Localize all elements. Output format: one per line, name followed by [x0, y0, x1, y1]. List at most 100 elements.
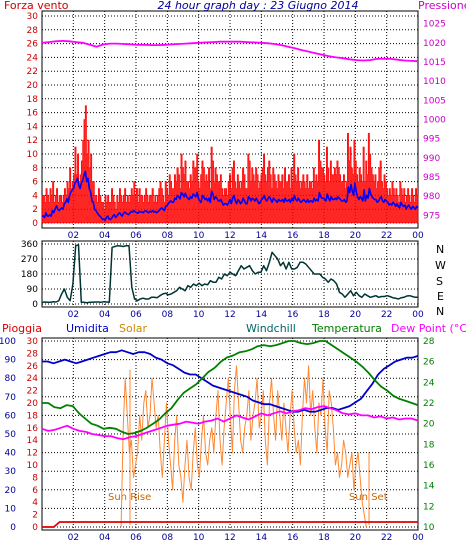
humidity-series — [42, 349, 419, 413]
wx-x-tick-02: 02 — [68, 533, 79, 543]
dir-x-tick-08: 08 — [162, 310, 174, 320]
rain-ytick-20: 20 — [27, 399, 39, 409]
dir-x-tick-18: 18 — [318, 310, 330, 320]
temp-ytick-28: 28 — [423, 337, 435, 347]
wx-x-tick-12: 12 — [224, 533, 235, 543]
wind-x-tick-06: 06 — [130, 231, 142, 241]
dir-ytick-270: 270 — [21, 255, 38, 265]
humidity-ytick-90: 90 — [5, 356, 17, 366]
pressure-ytick-995: 995 — [423, 135, 440, 145]
wx-x-tick-22: 22 — [381, 533, 392, 543]
rain-ytick-2: 2 — [32, 511, 38, 521]
wind-ytick-4: 4 — [32, 191, 38, 201]
wind-ytick-18: 18 — [27, 95, 39, 105]
pressure-ytick-985: 985 — [423, 173, 440, 183]
rain-ytick-18: 18 — [27, 411, 39, 421]
temperature-label: Temperatura — [311, 322, 382, 335]
humidity-ytick-40: 40 — [5, 449, 17, 459]
rain-ytick-16: 16 — [27, 424, 39, 434]
humidity-ytick-20: 20 — [5, 486, 17, 496]
wind-x-tick-08: 08 — [162, 231, 174, 241]
wind-ytick-10: 10 — [27, 150, 39, 160]
wind-ytick-6: 6 — [32, 178, 38, 188]
direction-letter-n-top: N — [436, 243, 444, 256]
dir-x-tick-10: 10 — [193, 310, 205, 320]
pressure-ytick-980: 980 — [423, 192, 440, 202]
humidity-ytick-10: 10 — [5, 504, 17, 514]
sunset-label: Sun Set — [349, 492, 388, 503]
temperature-series — [42, 340, 419, 435]
temp-ytick-12: 12 — [423, 502, 434, 512]
wind-x-tick-12: 12 — [224, 231, 235, 241]
rain-ytick-10: 10 — [27, 461, 39, 471]
wx-x-tick-14: 14 — [256, 533, 268, 543]
solar-series — [120, 365, 367, 528]
direction-letter-w: W — [435, 259, 446, 272]
wind-ytick-22: 22 — [27, 67, 38, 77]
temp-ytick-10: 10 — [423, 523, 435, 533]
rain-series — [42, 521, 418, 528]
wx-x-tick-06: 06 — [130, 533, 142, 543]
wind-ytick-24: 24 — [27, 53, 39, 63]
wind-average-series — [42, 170, 419, 221]
pressure-ytick-1000: 1000 — [423, 116, 446, 126]
dir-x-tick-04: 04 — [99, 310, 111, 320]
dewpoint-series — [41, 405, 419, 441]
rain-ytick-14: 14 — [27, 436, 39, 446]
humidity-ytick-70: 70 — [5, 393, 17, 403]
temp-ytick-14: 14 — [423, 482, 435, 492]
rain-label: Pioggia — [2, 322, 42, 335]
rain-ytick-22: 22 — [27, 387, 38, 397]
wind-x-tick-22: 22 — [381, 231, 392, 241]
dir-x-tick-06: 06 — [130, 310, 142, 320]
temp-ytick-24: 24 — [423, 378, 435, 388]
humidity-ytick-0: 0 — [10, 523, 16, 533]
wx-x-tick-18: 18 — [318, 533, 330, 543]
solar-label: Solar — [119, 322, 148, 335]
dir-x-tick-12: 12 — [224, 310, 235, 320]
rain-ytick-8: 8 — [32, 473, 38, 483]
windchill-label: Windchill — [246, 322, 296, 335]
temp-ytick-16: 16 — [423, 461, 435, 471]
humidity-ytick-60: 60 — [5, 411, 17, 421]
direction-letter-s: S — [436, 275, 443, 288]
wind-x-tick-14: 14 — [256, 231, 268, 241]
direction-letter-e: E — [437, 290, 444, 303]
rain-ytick-12: 12 — [27, 449, 38, 459]
sunrise-label: Sun Rise — [108, 492, 151, 503]
pressure-ytick-1010: 1010 — [423, 77, 446, 87]
wind-ytick-20: 20 — [27, 81, 39, 91]
wx-x-tick-10: 10 — [193, 533, 205, 543]
temp-ytick-18: 18 — [423, 440, 435, 450]
pressure-ytick-1015: 1015 — [423, 58, 446, 68]
rain-ytick-26: 26 — [27, 362, 39, 372]
pressure-series — [41, 40, 419, 63]
pressure-ytick-975: 975 — [423, 211, 440, 221]
dir-x-tick-22: 22 — [381, 310, 392, 320]
wind-ytick-30: 30 — [27, 12, 39, 22]
wx-x-tick-00: 00 — [412, 533, 424, 543]
rain-ytick-0: 0 — [32, 523, 38, 533]
wx-x-tick-08: 08 — [162, 533, 174, 543]
dir-x-tick-14: 14 — [256, 310, 268, 320]
dir-x-tick-02: 02 — [68, 310, 79, 320]
rain-ytick-4: 4 — [32, 498, 38, 508]
chart-title: 24 hour graph day : 23 Giugno 2014 — [157, 0, 358, 12]
dir-x-tick-16: 16 — [287, 310, 299, 320]
dir-x-tick-00: 00 — [412, 310, 424, 320]
wind-x-tick-18: 18 — [318, 231, 330, 241]
wind-ytick-12: 12 — [27, 136, 38, 146]
humidity-ytick-80: 80 — [5, 374, 17, 384]
rain-ytick-6: 6 — [32, 486, 38, 496]
humidity-ytick-50: 50 — [5, 430, 17, 440]
wind-x-tick-20: 20 — [350, 231, 362, 241]
wind-gust-series — [41, 105, 419, 224]
pressure-ytick-1005: 1005 — [423, 96, 446, 106]
humidity-label: Umidita — [66, 322, 109, 335]
humidity-ytick-100: 100 — [0, 337, 16, 347]
wind-ytick-14: 14 — [27, 122, 39, 132]
wind-x-tick-00: 00 — [412, 231, 424, 241]
wx-x-tick-16: 16 — [287, 533, 299, 543]
